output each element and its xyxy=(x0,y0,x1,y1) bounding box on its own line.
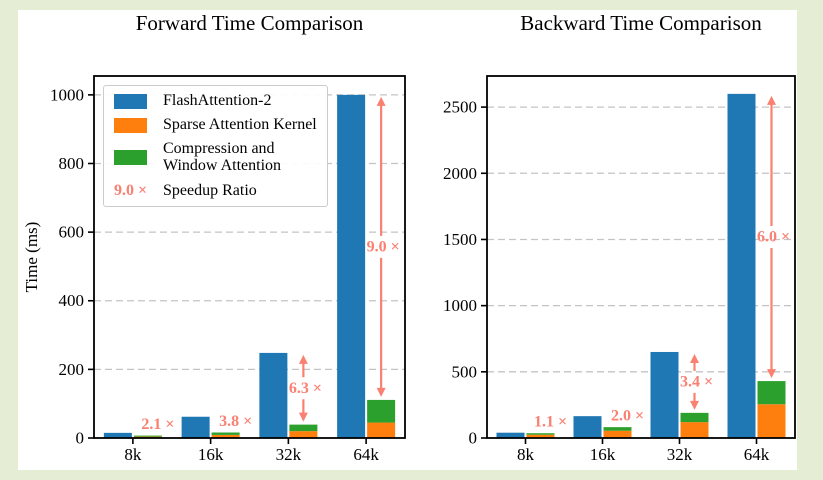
bar-compression-window-32k xyxy=(680,412,709,423)
y-tick-label: 1500 xyxy=(443,230,477,249)
speedup-arrow xyxy=(376,96,386,397)
y-tick-label: 800 xyxy=(59,154,85,173)
backward-time-chart: 0 500 1000 1500 2000 2500 8k 16k 32k 64k 1.1 × 2.0 … xyxy=(443,75,796,464)
bar-sparse-kernel-8k xyxy=(526,434,555,438)
y-tick-label: 500 xyxy=(452,362,478,381)
y-tick-label: 1000 xyxy=(50,85,84,104)
speedup-arrow xyxy=(690,353,699,410)
speedup-label: 3.8 × xyxy=(219,413,252,430)
chart-legend: FlashAttention-2 Sparse Attention Kernel… xyxy=(103,85,328,207)
y-tick-label: 2000 xyxy=(443,164,477,183)
bar-compression-window-32k xyxy=(289,424,318,432)
bar-flashattention-8k xyxy=(496,432,525,438)
bar-sparse-kernel-16k xyxy=(603,430,632,438)
y-tick-label: 0 xyxy=(76,429,85,448)
legend-item-speedup-ratio: 9.0 × Speedup Ratio xyxy=(114,182,317,200)
x-tick-label: 32k xyxy=(667,445,693,464)
y-tick-label: 600 xyxy=(59,223,85,242)
speedup-label: 9.0 × xyxy=(367,238,400,255)
legend-label-flashattention: FlashAttention-2 xyxy=(163,92,272,109)
bar-flashattention-8k xyxy=(103,432,132,438)
y-axis-label: Time (ms) xyxy=(22,221,41,293)
bar-flashattention-16k xyxy=(573,416,602,438)
speedup-label: 3.4 × xyxy=(680,373,713,390)
axes-border xyxy=(486,75,796,439)
speedup-label: 2.1 × xyxy=(141,416,174,433)
forward-time-chart: 0 200 400 600 800 1000 8k 16k 32k 64k 2.1 × 3.8 × 6.… xyxy=(50,75,406,464)
bar-sparse-kernel-32k xyxy=(289,431,318,438)
bar-flashattention-64k xyxy=(727,93,756,438)
backward-chart-title: Backward Time Comparison xyxy=(520,11,762,35)
arrowhead-up-icon xyxy=(767,95,776,105)
bar-flashattention-16k xyxy=(181,416,210,438)
flashattention-swatch-icon xyxy=(114,93,147,109)
bar-compression-window-16k xyxy=(211,432,240,435)
arrowhead-up-icon xyxy=(376,96,386,106)
y-tick-label: 0 xyxy=(469,429,478,448)
legend-item-flashattention: FlashAttention-2 xyxy=(114,92,317,110)
y-tick-label: 400 xyxy=(59,291,85,310)
speedup-label: 2.0 × xyxy=(611,408,644,425)
compression-window-swatch-icon xyxy=(114,150,147,166)
bar-compression-window-64k xyxy=(757,381,786,405)
sparse-kernel-swatch-icon xyxy=(114,117,147,133)
arrowhead-up-icon xyxy=(298,354,308,364)
bar-sparse-kernel-64k xyxy=(757,404,786,438)
y-tick-label: 2500 xyxy=(443,98,477,117)
speedup-ratio-symbol: 9.0 × xyxy=(114,181,148,199)
x-tick-label: 64k xyxy=(744,445,770,464)
bar-flashattention-32k xyxy=(650,351,679,438)
bar-sparse-kernel-16k xyxy=(211,434,240,438)
legend-label-speedup-ratio: Speedup Ratio xyxy=(163,181,257,199)
x-tick-label: 16k xyxy=(590,445,616,464)
x-tick-label: 64k xyxy=(353,445,379,464)
bar-sparse-kernel-64k xyxy=(367,422,396,438)
bar-sparse-kernel-32k xyxy=(680,422,709,438)
arrowhead-down-icon xyxy=(690,400,699,410)
x-tick-label: 8k xyxy=(124,445,142,464)
y-tick-label: 1000 xyxy=(443,296,477,315)
arrowhead-down-icon xyxy=(376,387,386,397)
speedup-arrow xyxy=(767,95,776,379)
bar-compression-window-16k xyxy=(603,427,632,431)
forward-chart-title: Forward Time Comparison xyxy=(135,11,364,35)
speedup-label: 6.0 × xyxy=(757,228,790,245)
arrowhead-down-icon xyxy=(767,369,776,379)
legend-label-sparse-kernel: Sparse Attention Kernel xyxy=(163,116,317,134)
arrowhead-down-icon xyxy=(298,412,308,422)
arrowhead-up-icon xyxy=(690,353,699,363)
y-tick-label: 200 xyxy=(59,360,85,379)
bar-compression-window-8k xyxy=(526,433,555,435)
bar-compression-window-64k xyxy=(367,399,396,423)
bar-flashattention-32k xyxy=(259,352,288,438)
x-tick-label: 32k xyxy=(276,445,302,464)
bar-compression-window-8k xyxy=(133,435,162,437)
speedup-label: 1.1 × xyxy=(534,414,567,431)
speedup-label: 6.3 × xyxy=(289,380,322,397)
bar-flashattention-64k xyxy=(337,94,366,438)
legend-label-compression-window: Compression and Window Attention xyxy=(163,140,282,174)
x-tick-label: 8k xyxy=(517,445,535,464)
legend-item-sparse-kernel: Sparse Attention Kernel xyxy=(114,116,317,134)
axes-border xyxy=(93,75,406,439)
legend-item-compression-window: Compression and Window Attention xyxy=(114,140,317,175)
x-tick-label: 16k xyxy=(198,445,224,464)
speedup-arrow xyxy=(298,354,308,422)
